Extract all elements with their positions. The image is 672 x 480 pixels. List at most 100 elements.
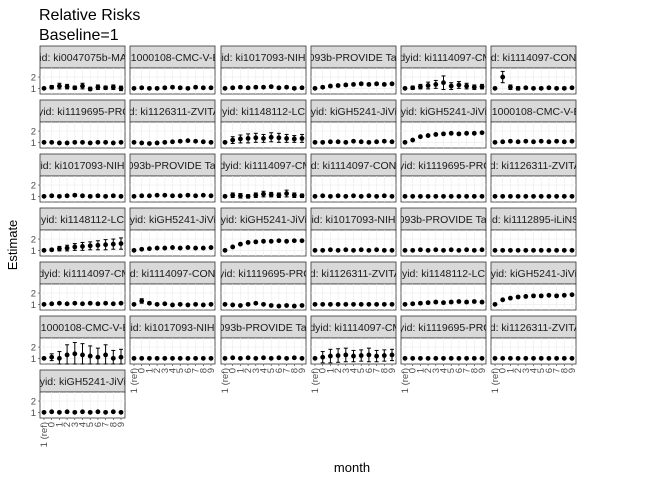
- x-tick-label: 1: [505, 368, 516, 373]
- data-point: [402, 301, 408, 307]
- data-point: [500, 297, 506, 303]
- data-point: [515, 85, 521, 91]
- data-point: [538, 293, 544, 299]
- data-point: [208, 355, 214, 361]
- x-tick-label: 1 (ref): [39, 422, 50, 447]
- data-point: [433, 355, 439, 361]
- data-point: [410, 247, 416, 253]
- data-point: [464, 130, 469, 136]
- data-point: [402, 193, 408, 199]
- x-tick-label: 8: [289, 368, 300, 373]
- data-point: [95, 84, 101, 90]
- facet-strip-label: studyid: ki1000108-CMC-V-BCS-2002: [0, 322, 171, 334]
- data-point: [193, 245, 199, 251]
- facet-strip-label: studyid: ki1126311-ZVITAMBO: [462, 322, 604, 334]
- x-tick-label: 5: [85, 422, 96, 427]
- facet-panel: studyid: ki1000108-CMC-V-BCS-2002: [490, 99, 577, 149]
- data-point: [291, 192, 297, 198]
- data-point: [366, 139, 372, 145]
- facet-panel: studyid: ki1119695-PROBIT 12: [31, 99, 126, 149]
- data-point: [523, 355, 529, 361]
- facet-strip-label: studyid: ki1017093-NIH-Birth: [286, 214, 420, 226]
- data-point: [456, 299, 462, 304]
- data-point: [118, 193, 124, 199]
- y-tick-label: 1: [31, 192, 36, 203]
- x-tick-label: 1 (ref): [310, 368, 321, 393]
- data-point: [162, 245, 168, 251]
- facet-panel: studyid: ki1148112-LCNI-5: [400, 261, 487, 311]
- data-point: [72, 244, 78, 250]
- data-point: [418, 193, 423, 199]
- data-point: [569, 85, 575, 91]
- facet-panel: studyid: ki1126311-ZVITAMBO: [490, 153, 577, 203]
- data-point: [320, 354, 326, 360]
- x-tick-label: 9: [116, 422, 127, 427]
- data-point: [261, 135, 266, 141]
- data-point: [103, 85, 108, 91]
- facet-strip-label: studyid: kiGH5241-JiVitA-4: [381, 106, 506, 118]
- data-point: [253, 135, 259, 141]
- data-point: [546, 193, 552, 199]
- data-point: [433, 81, 439, 87]
- data-point: [425, 83, 431, 88]
- data-point: [284, 191, 289, 196]
- data-point: [230, 355, 236, 361]
- facet-panel: studyid: ki1017093b-PROVIDE TanzaniaChil…: [220, 315, 308, 393]
- data-point: [261, 191, 266, 197]
- y-tick-label: 1: [31, 300, 36, 311]
- data-point: [238, 193, 243, 199]
- facet-strip-label: studyid: ki1114097-CMIN: [295, 322, 411, 334]
- data-point: [147, 141, 152, 146]
- x-tick-label: 1 (ref): [220, 368, 231, 393]
- x-tick-label: 2: [243, 368, 254, 373]
- x-tick-label: 1 (ref): [129, 368, 140, 393]
- data-point: [64, 352, 70, 358]
- data-point: [193, 301, 199, 307]
- facet-strip-label: studyid: ki1119695-PROBIT: [379, 160, 508, 172]
- data-point: [464, 299, 469, 305]
- data-point: [268, 303, 274, 308]
- x-tick-label: 6: [183, 368, 194, 373]
- facet-strip-label: studyid: ki1114097-CMIN: [205, 160, 321, 172]
- data-point: [358, 353, 364, 358]
- data-point: [170, 302, 175, 308]
- data-point: [492, 193, 498, 199]
- data-point: [131, 301, 137, 307]
- data-point: [222, 193, 228, 199]
- data-point: [87, 300, 93, 306]
- data-point: [57, 300, 62, 306]
- facet-strip-label: studyid: ki1114097-CMIN: [385, 52, 501, 64]
- x-tick-label: 9: [387, 368, 398, 373]
- data-point: [162, 139, 168, 145]
- data-point: [41, 355, 47, 361]
- facet-strip-label: studyid: ki1017093b-PROVIDE TanzaniaChil…: [329, 214, 559, 226]
- data-point: [492, 247, 498, 253]
- data-point: [238, 355, 243, 361]
- data-point: [80, 352, 85, 358]
- x-tick-label: 7: [101, 422, 112, 427]
- data-point: [299, 303, 305, 308]
- x-tick-label: 1 (ref): [490, 368, 501, 393]
- data-point: [49, 139, 55, 145]
- x-tick-label: 8: [379, 368, 390, 373]
- data-point: [185, 355, 191, 361]
- data-point: [268, 192, 274, 198]
- facet-panel: studyid: ki1114097-CONTENT: [129, 261, 216, 311]
- data-point: [351, 247, 356, 253]
- data-point: [328, 353, 333, 359]
- data-point: [508, 84, 513, 90]
- data-point: [95, 354, 101, 360]
- data-point: [464, 83, 469, 89]
- x-tick-label: 3: [160, 368, 171, 373]
- data-point: [554, 293, 559, 299]
- data-point: [554, 247, 559, 253]
- data-point: [381, 301, 387, 307]
- data-point: [57, 355, 62, 361]
- data-point: [538, 355, 544, 361]
- x-tick-label: 7: [282, 368, 293, 373]
- x-tick-label: 9: [477, 368, 488, 373]
- x-tick-label: 7: [552, 368, 563, 373]
- data-point: [554, 193, 559, 199]
